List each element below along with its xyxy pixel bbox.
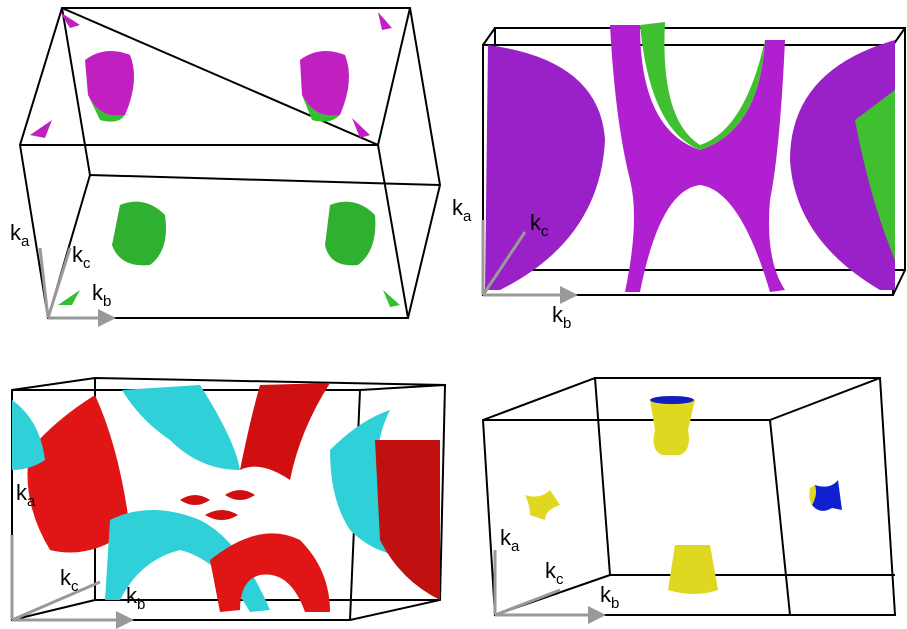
axis-label: kb — [600, 582, 619, 612]
panel-3: ka kc kb — [10, 376, 447, 620]
panel-1: ka kc kb — [10, 7, 442, 319]
surface — [30, 120, 52, 138]
surface — [668, 545, 718, 594]
axis-label: ka — [16, 480, 36, 510]
axis-label: kc — [72, 242, 91, 272]
surface — [85, 51, 134, 116]
axis-arrows — [38, 247, 110, 318]
surface — [790, 40, 895, 290]
surface — [352, 118, 370, 138]
brillouin-box — [18, 7, 442, 319]
surface — [812, 480, 842, 511]
surface — [330, 410, 420, 556]
surface — [60, 12, 80, 28]
axis-label: kb — [552, 302, 571, 332]
surface — [12, 400, 45, 470]
axis-arrows — [481, 220, 572, 295]
axis-label: kc — [60, 565, 79, 595]
surface — [302, 95, 340, 122]
brillouin-box — [481, 377, 897, 616]
axis-label: kb — [92, 280, 111, 310]
surface — [640, 22, 765, 150]
surface — [383, 290, 400, 307]
surface — [88, 95, 125, 122]
axis-label: kc — [530, 210, 549, 240]
surface — [650, 397, 695, 455]
axis-label: ka — [10, 220, 30, 250]
axis-label: ka — [452, 195, 472, 225]
surface — [525, 490, 560, 520]
brillouin-box — [482, 27, 906, 296]
surface — [27, 395, 130, 553]
surface — [809, 485, 816, 505]
surface — [325, 201, 376, 266]
panel-2: ka kc kb — [452, 22, 906, 332]
surface — [58, 290, 80, 305]
surface — [378, 12, 392, 30]
surface — [210, 533, 330, 612]
surface — [112, 201, 166, 266]
surface — [122, 385, 240, 470]
axis-label: kb — [126, 583, 145, 613]
axis-label: ka — [500, 525, 520, 555]
surface — [375, 440, 440, 600]
surface — [180, 490, 255, 520]
surface — [610, 25, 785, 292]
panel-4: ka kc kb — [481, 377, 897, 616]
axis-arrows — [10, 535, 128, 620]
axis-arrows — [493, 550, 600, 615]
surface — [300, 51, 349, 116]
surface — [650, 396, 694, 404]
surface — [240, 383, 330, 480]
surface — [485, 45, 605, 290]
surface — [105, 510, 270, 612]
axis-label: kc — [545, 558, 564, 588]
surface — [855, 90, 895, 260]
